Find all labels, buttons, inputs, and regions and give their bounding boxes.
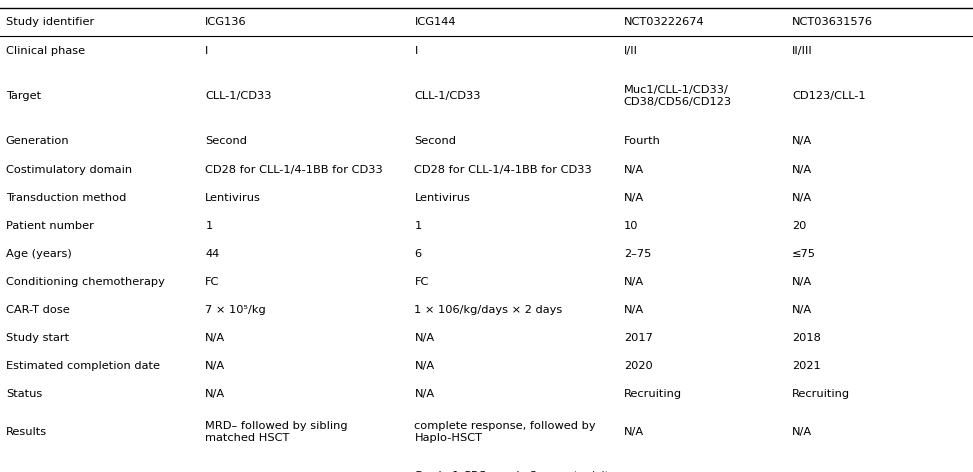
Text: N/A: N/A [792, 136, 812, 146]
Text: MRD– followed by sibling
matched HSCT: MRD– followed by sibling matched HSCT [205, 421, 348, 443]
Text: N/A: N/A [792, 305, 812, 315]
Text: Results: Results [6, 427, 47, 437]
Text: Estimated completion date: Estimated completion date [6, 361, 160, 371]
Text: CLL-1/CD33: CLL-1/CD33 [205, 91, 271, 101]
Text: N/A: N/A [414, 333, 435, 343]
Text: Costimulatory domain: Costimulatory domain [6, 165, 132, 175]
Text: ≤75: ≤75 [792, 249, 816, 259]
Text: Recruiting: Recruiting [792, 389, 850, 399]
Text: ICG136: ICG136 [205, 17, 247, 27]
Text: Conditioning chemotherapy: Conditioning chemotherapy [6, 277, 164, 287]
Text: Lentivirus: Lentivirus [205, 193, 261, 203]
Text: N/A: N/A [205, 361, 226, 371]
Text: Second: Second [205, 136, 247, 146]
Text: Clinical phase: Clinical phase [6, 46, 85, 56]
Text: N/A: N/A [792, 193, 812, 203]
Text: CD28 for CLL-1/4-1BB for CD33: CD28 for CLL-1/4-1BB for CD33 [414, 165, 593, 175]
Text: CAR-T dose: CAR-T dose [6, 305, 70, 315]
Text: NCT03222674: NCT03222674 [624, 17, 704, 27]
Text: Second: Second [414, 136, 456, 146]
Text: N/A: N/A [414, 361, 435, 371]
Text: N/A: N/A [624, 277, 644, 287]
Text: 6: 6 [414, 249, 421, 259]
Text: Status: Status [6, 389, 42, 399]
Text: 2018: 2018 [792, 333, 821, 343]
Text: ICG144: ICG144 [414, 17, 456, 27]
Text: NCT03631576: NCT03631576 [792, 17, 873, 27]
Text: I/II: I/II [624, 46, 637, 56]
Text: Fourth: Fourth [624, 136, 661, 146]
Text: 10: 10 [624, 221, 638, 231]
Text: FC: FC [205, 277, 220, 287]
Text: Study identifier: Study identifier [6, 17, 94, 27]
Text: 20: 20 [792, 221, 807, 231]
Text: I: I [205, 46, 208, 56]
Text: N/A: N/A [792, 277, 812, 287]
Text: N/A: N/A [205, 389, 226, 399]
Text: N/A: N/A [624, 193, 644, 203]
Text: CLL-1/CD33: CLL-1/CD33 [414, 91, 481, 101]
Text: 7 × 10⁵/kg: 7 × 10⁵/kg [205, 305, 266, 315]
Text: N/A: N/A [792, 165, 812, 175]
Text: complete response, followed by
Haplo-HSCT: complete response, followed by Haplo-HSC… [414, 421, 596, 443]
Text: 2021: 2021 [792, 361, 821, 371]
Text: 2017: 2017 [624, 333, 653, 343]
Text: Lentivirus: Lentivirus [414, 193, 470, 203]
Text: N/A: N/A [792, 427, 812, 437]
Text: I: I [414, 46, 417, 56]
Text: Target: Target [6, 91, 41, 101]
Text: Age (years): Age (years) [6, 249, 72, 259]
Text: Recruiting: Recruiting [624, 389, 682, 399]
Text: Patient number: Patient number [6, 221, 93, 231]
Text: 1: 1 [414, 221, 421, 231]
Text: Muc1/CLL-1/CD33/
CD38/CD56/CD123: Muc1/CLL-1/CD33/ CD38/CD56/CD123 [624, 84, 732, 108]
Text: N/A: N/A [205, 333, 226, 343]
Text: 44: 44 [205, 249, 220, 259]
Text: N/A: N/A [624, 427, 644, 437]
Text: FC: FC [414, 277, 429, 287]
Text: CD123/CLL-1: CD123/CLL-1 [792, 91, 866, 101]
Text: Generation: Generation [6, 136, 69, 146]
Text: N/A: N/A [624, 305, 644, 315]
Text: Grade 1 CRS, grade 3 neurotoxicity,
pancytopenia: Grade 1 CRS, grade 3 neurotoxicity, panc… [414, 471, 620, 472]
Text: CD28 for CLL-1/4-1BB for CD33: CD28 for CLL-1/4-1BB for CD33 [205, 165, 383, 175]
Text: N/A: N/A [414, 389, 435, 399]
Text: 2–75: 2–75 [624, 249, 651, 259]
Text: 2020: 2020 [624, 361, 653, 371]
Text: Transduction method: Transduction method [6, 193, 126, 203]
Text: II/III: II/III [792, 46, 812, 56]
Text: 1: 1 [205, 221, 212, 231]
Text: N/A: N/A [624, 165, 644, 175]
Text: 1 × 106/kg/days × 2 days: 1 × 106/kg/days × 2 days [414, 305, 562, 315]
Text: Study start: Study start [6, 333, 69, 343]
